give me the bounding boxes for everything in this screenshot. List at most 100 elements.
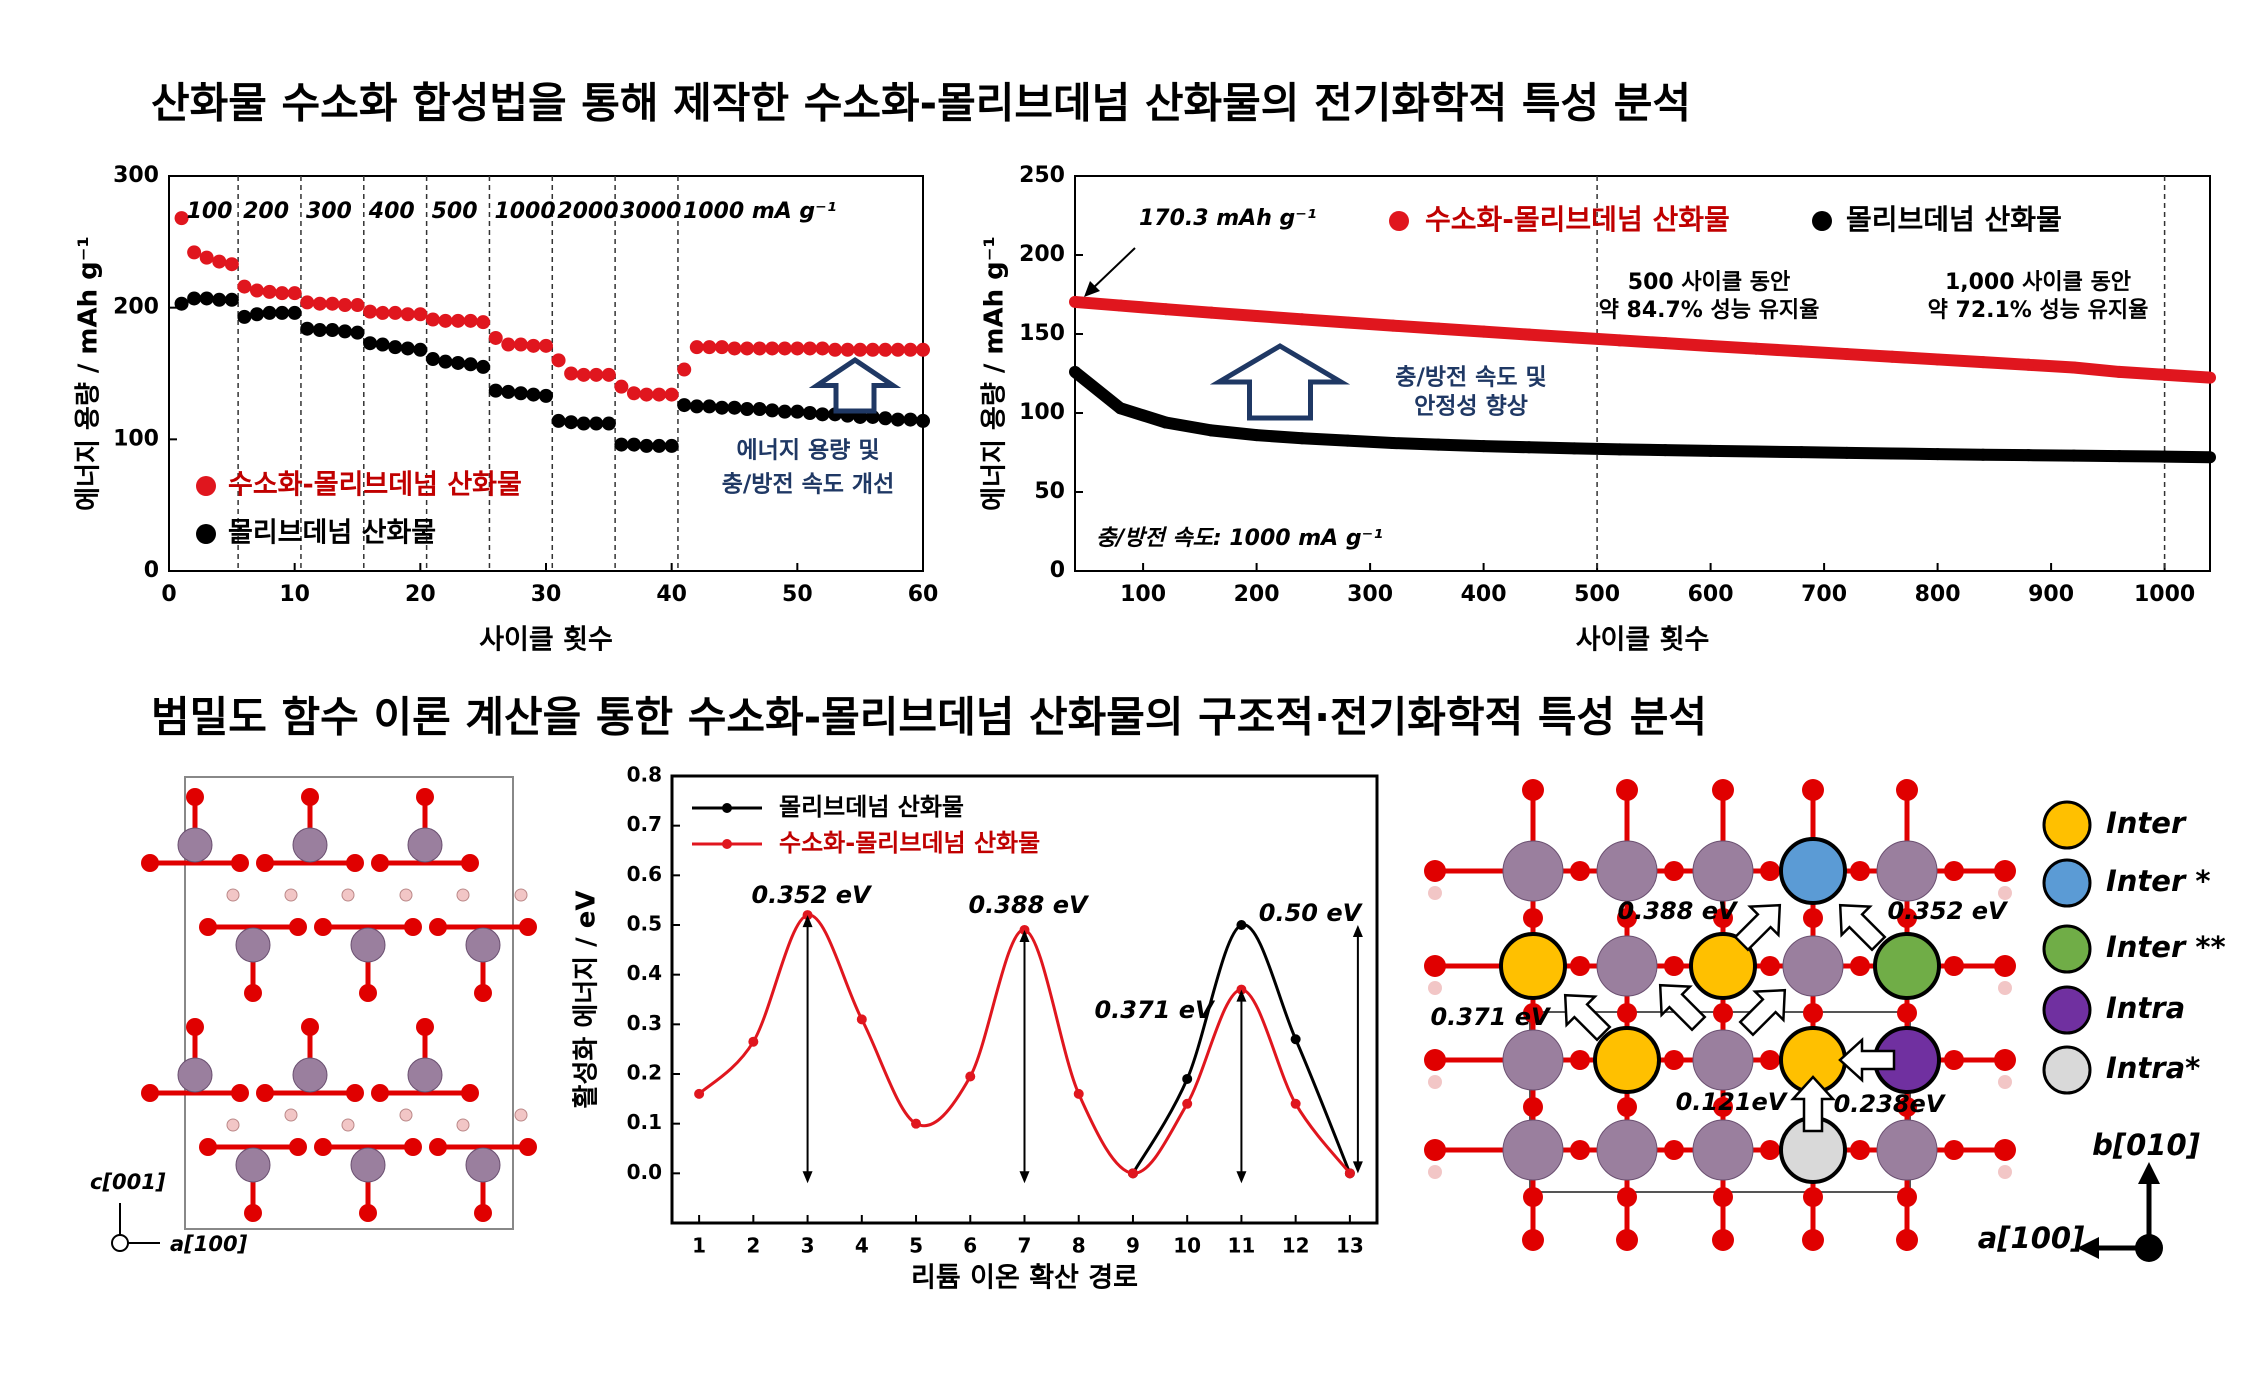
atom [1424, 860, 1446, 882]
data-point [1977, 356, 1989, 369]
atom [301, 788, 319, 806]
data-point [1341, 434, 1354, 447]
site [1779, 837, 1847, 905]
atom [1617, 1187, 1637, 1207]
data-point [1931, 448, 1944, 461]
data-point [1795, 446, 1808, 459]
x-tick-label: 600 [1688, 582, 1734, 607]
hop-arrow [1838, 1037, 1896, 1083]
atom [1523, 1003, 1543, 1023]
data-point [727, 400, 742, 415]
data-point [1931, 353, 1944, 366]
data-point [363, 304, 378, 319]
atom [1692, 840, 1754, 902]
data-point [639, 438, 654, 453]
data-point [325, 296, 340, 311]
y-tick-label: 0.8 [627, 763, 662, 787]
atom [465, 927, 501, 963]
data-point [748, 1036, 759, 1047]
data-point [752, 402, 767, 417]
annotation: 충/방전 속도: 1000 mA g⁻¹ [1096, 526, 1383, 551]
data-point [1182, 1098, 1193, 1109]
y-tick-label: 0 [144, 558, 159, 583]
atom [141, 1084, 159, 1102]
atom [1713, 1003, 1733, 1023]
y-tick-label: 200 [1019, 242, 1065, 267]
data-point [275, 305, 290, 320]
atom [292, 1057, 328, 1093]
atom [1664, 956, 1684, 976]
data-point [1568, 442, 1581, 455]
atom [416, 788, 434, 806]
data-point [1477, 325, 1490, 338]
atom [474, 1204, 492, 1222]
atom [1897, 908, 1917, 928]
data-point [727, 341, 742, 356]
atom [519, 1138, 537, 1156]
atom [1998, 981, 2012, 995]
rate-label: 2000 [557, 199, 618, 224]
data-point [765, 403, 780, 418]
data-point [1523, 441, 1535, 454]
atom [1850, 1140, 1870, 1160]
atom [256, 1084, 274, 1102]
x-tick-label: 50 [782, 582, 813, 607]
atom [1803, 908, 1823, 928]
data-point [488, 383, 503, 398]
x-tick-label: 9 [1126, 1234, 1140, 1258]
data-point [2158, 368, 2171, 381]
data-point [702, 340, 717, 355]
atom [1876, 1119, 1938, 1181]
annotation: 에너지 용량 및 [737, 438, 880, 464]
data-point [601, 416, 616, 431]
x-tick-label: 8 [1072, 1234, 1086, 1258]
x-tick-label: 4 [855, 1234, 869, 1258]
legend-marker [196, 524, 216, 544]
data-point [287, 305, 302, 320]
arrow-head [2138, 1162, 2160, 1184]
atom [1712, 779, 1734, 801]
legend-marker [2042, 1045, 2092, 1095]
data-point [890, 342, 905, 357]
atom [1944, 861, 1964, 881]
atom [474, 984, 492, 1002]
axis-origin [2135, 1234, 2163, 1262]
atom [314, 918, 332, 936]
data-point [589, 367, 604, 382]
data-point [1069, 295, 1081, 308]
atom [1713, 1187, 1733, 1207]
legend-marker [722, 839, 732, 849]
data-point [249, 307, 264, 322]
data-point [765, 341, 780, 356]
atom [1897, 1097, 1917, 1117]
y-tick-label: 0.7 [627, 812, 662, 836]
atom [399, 888, 413, 902]
atom [1522, 1229, 1544, 1251]
axis-label: a[100] [1978, 1221, 2085, 1255]
y-axis-label: 에너지 용량 / mAh g⁻¹ [980, 236, 1010, 511]
data-point [425, 312, 440, 327]
data-point [1182, 1073, 1193, 1084]
data-point [652, 387, 667, 402]
x-tick-label: 0 [161, 582, 176, 607]
data-point [714, 340, 729, 355]
data-point [1250, 309, 1263, 322]
data-point [476, 359, 491, 374]
y-tick-label: 0.5 [627, 912, 662, 936]
atom [1664, 1140, 1684, 1160]
data-point [350, 325, 365, 340]
data-point [1296, 432, 1308, 445]
site [1593, 1026, 1661, 1094]
data-point [777, 404, 792, 419]
legend-label: Inter ** [2106, 930, 2226, 964]
x-axis-label: 리튬 이온 확산 경로 [911, 1263, 1138, 1294]
x-tick-label: 6 [963, 1234, 977, 1258]
atom [256, 854, 274, 872]
data-point [689, 399, 704, 414]
atom [1998, 1165, 2012, 1179]
legend-marker [1812, 211, 1832, 231]
data-point [451, 355, 466, 370]
atom [199, 1138, 217, 1156]
data-point [438, 313, 453, 328]
data-point [1795, 345, 1808, 358]
